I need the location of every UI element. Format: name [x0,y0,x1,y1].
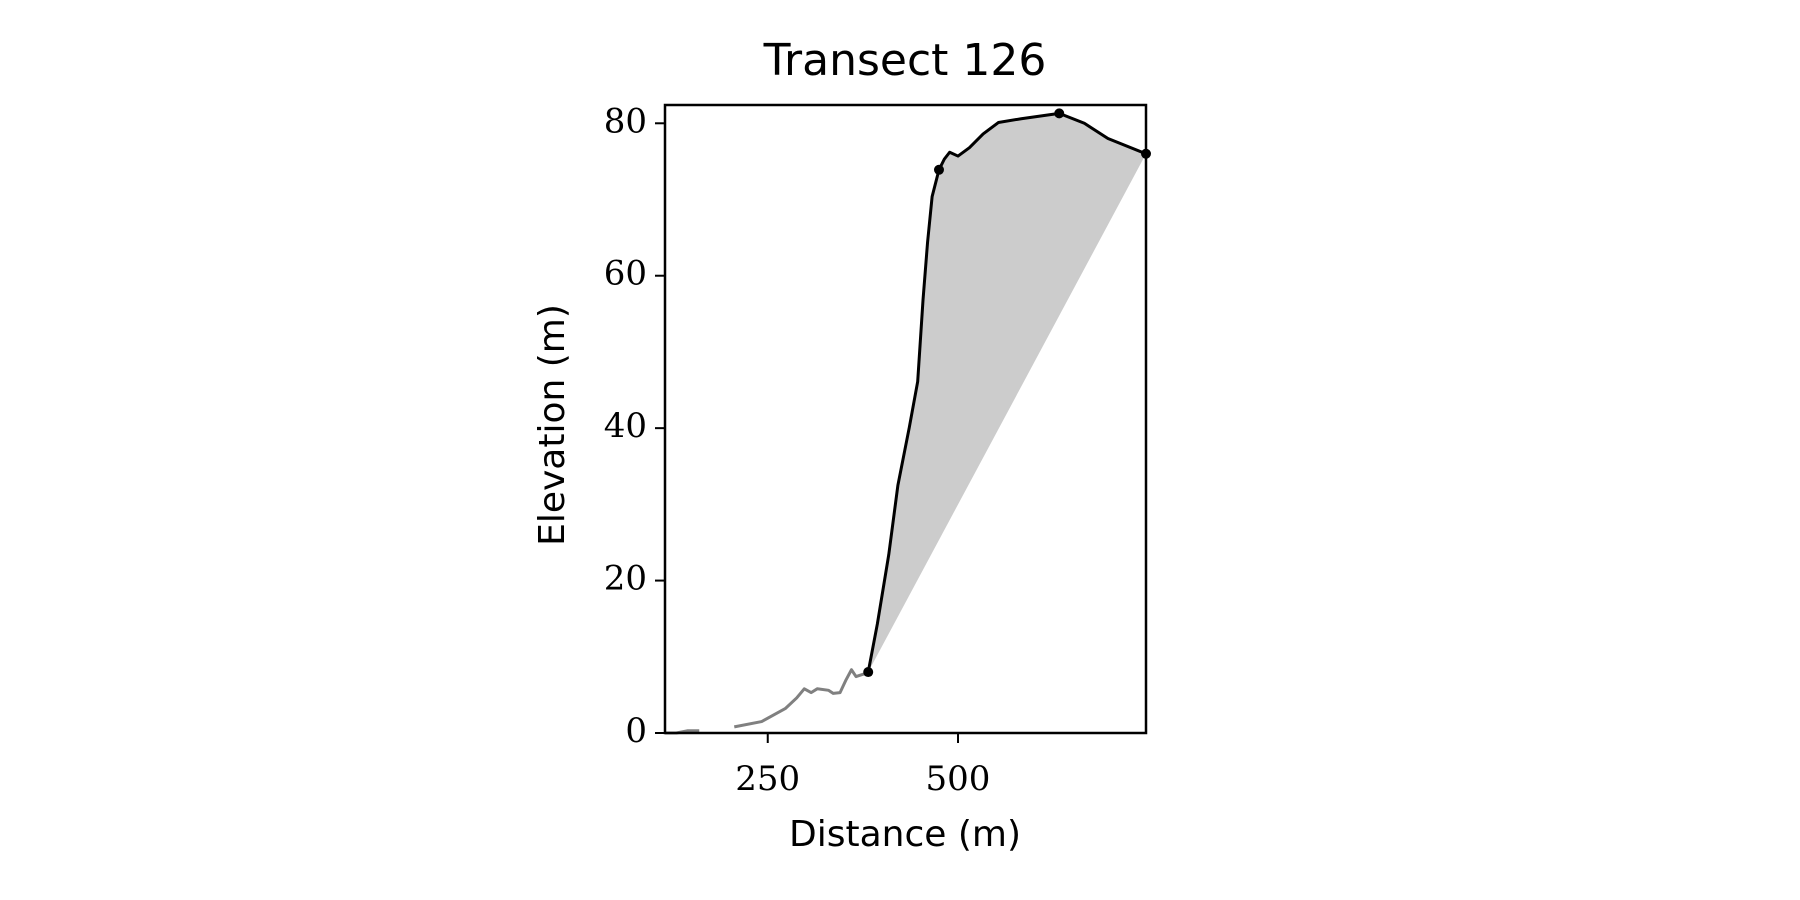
point [863,667,874,678]
point [933,164,944,175]
y-tick-label: 60 [604,254,647,294]
plot-frame [663,103,1148,735]
line [866,111,1147,673]
y-tick-label: 0 [625,711,647,751]
y-tick-label: 80 [604,101,647,141]
shaded-area [868,113,1146,673]
x-tick-label: 500 [926,759,991,799]
x-tick-label: 250 [735,759,800,799]
y-axis-label: Elevation (m) [532,304,573,546]
point [1054,108,1065,119]
y-tick-label: 20 [604,559,647,599]
chart-title: Transect 126 [763,35,1047,86]
y-tick-label: 40 [604,406,647,446]
x-axis-label: Distance (m) [789,814,1021,855]
line [665,668,869,735]
